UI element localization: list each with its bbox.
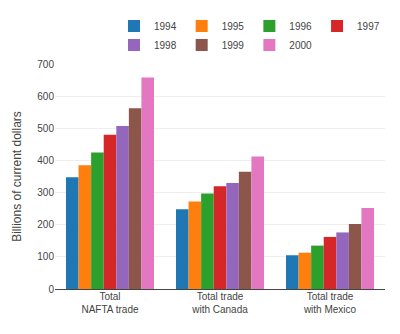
svg-text:1995: 1995: [222, 21, 245, 32]
svg-text:1999: 1999: [222, 40, 245, 51]
svg-text:Billions of current dollars: Billions of current dollars: [10, 111, 24, 242]
svg-text:Total tradewith Mexico: Total tradewith Mexico: [303, 291, 357, 315]
svg-text:200: 200: [37, 219, 54, 230]
svg-text:300: 300: [37, 187, 54, 198]
svg-text:Total tradewith Canada: Total tradewith Canada: [191, 291, 248, 315]
svg-text:600: 600: [37, 91, 54, 102]
svg-text:1996: 1996: [289, 21, 312, 32]
svg-text:1998: 1998: [154, 40, 177, 51]
svg-text:700: 700: [37, 59, 54, 70]
svg-text:2000: 2000: [289, 40, 312, 51]
svg-text:100: 100: [37, 251, 54, 262]
svg-text:1997: 1997: [357, 21, 380, 32]
svg-text:1994: 1994: [154, 21, 177, 32]
svg-text:TotalNAFTA trade: TotalNAFTA trade: [81, 291, 138, 315]
svg-text:0: 0: [48, 284, 54, 295]
svg-text:500: 500: [37, 123, 54, 134]
svg-text:400: 400: [37, 155, 54, 166]
